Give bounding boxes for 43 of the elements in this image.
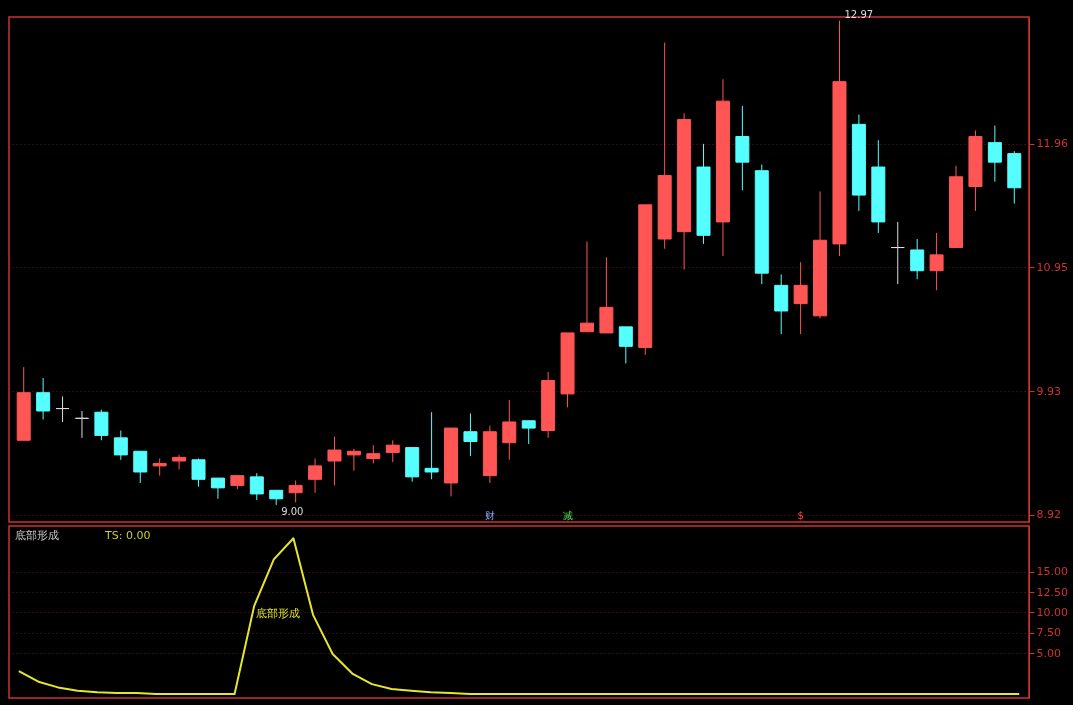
candlestick bbox=[191, 458, 206, 488]
y-tick-label: 11.96 bbox=[1036, 137, 1068, 151]
candlestick bbox=[94, 409, 109, 441]
y-tick-label: 5.00 bbox=[1036, 646, 1061, 660]
candlestick bbox=[618, 326, 633, 364]
candlestick bbox=[327, 436, 342, 486]
candlestick bbox=[385, 439, 400, 463]
candlestick bbox=[579, 240, 594, 333]
candlestick bbox=[249, 472, 264, 501]
y-tick-label: 8.92 bbox=[1036, 508, 1061, 522]
candlestick bbox=[55, 395, 70, 423]
y-tick-label: 15.00 bbox=[1036, 565, 1068, 579]
annotation: $ bbox=[797, 510, 804, 521]
y-tick-label: 10.00 bbox=[1036, 605, 1068, 619]
candlestick bbox=[793, 261, 808, 335]
candlestick bbox=[929, 232, 944, 291]
candlestick bbox=[133, 450, 148, 484]
candlestick bbox=[172, 454, 187, 471]
candlestick bbox=[521, 420, 536, 445]
annotation: 减 bbox=[562, 510, 573, 521]
candlestick bbox=[424, 411, 439, 480]
candlestick bbox=[346, 448, 361, 472]
candlestick bbox=[288, 480, 303, 503]
candlestick bbox=[210, 477, 225, 500]
annotation: 9.00 bbox=[281, 505, 304, 517]
candlestick bbox=[36, 377, 51, 421]
annotation: TS: 0.00 bbox=[104, 529, 151, 542]
candlestick bbox=[502, 399, 517, 461]
y-tick-label: 7.50 bbox=[1036, 626, 1061, 640]
candlestick bbox=[463, 412, 478, 457]
candlestick bbox=[308, 458, 323, 494]
series-label: 底部形成 bbox=[256, 606, 301, 620]
candlestick bbox=[366, 444, 381, 464]
y-tick-label: 9.93 bbox=[1036, 384, 1061, 398]
y-tick-label: 10.95 bbox=[1036, 260, 1068, 274]
candlestick bbox=[113, 430, 128, 461]
candlestick bbox=[890, 221, 905, 285]
candlestick bbox=[74, 410, 89, 439]
candlestick bbox=[987, 125, 1002, 183]
candlestick bbox=[910, 238, 925, 280]
annotation: 财 bbox=[484, 510, 495, 521]
chart-title: 底部形成 bbox=[15, 529, 59, 542]
y-tick-label: 12.50 bbox=[1036, 585, 1068, 599]
